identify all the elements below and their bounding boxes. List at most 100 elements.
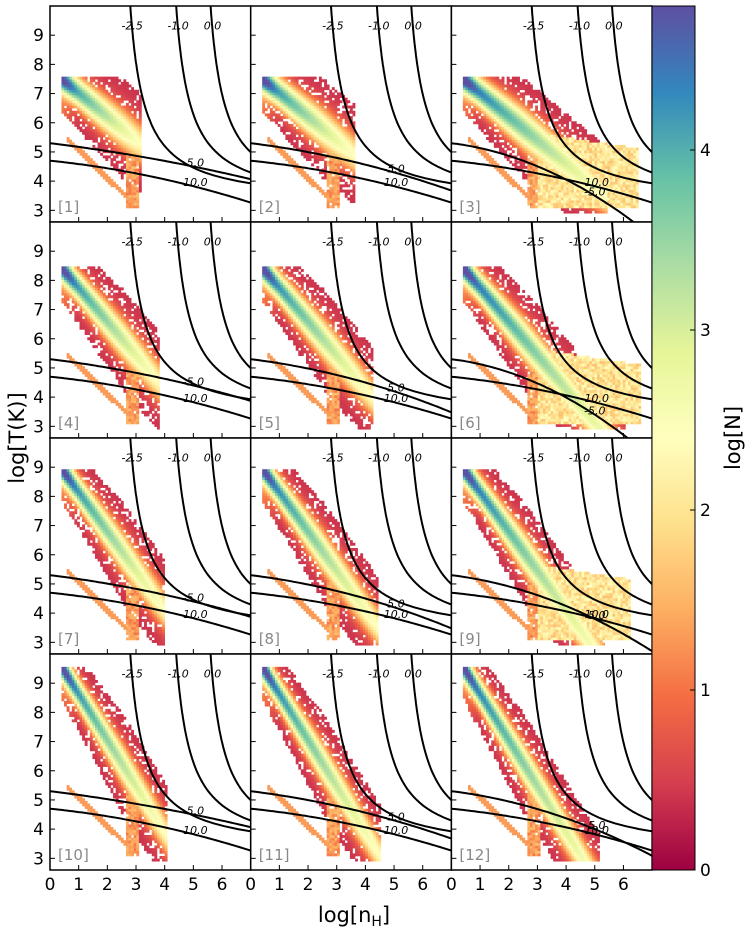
heatmap-cell [272, 79, 276, 83]
heatmap-cell [558, 152, 562, 156]
heatmap-cell [275, 102, 278, 106]
heatmap-cell [462, 87, 466, 91]
heatmap-cell [321, 102, 325, 106]
heatmap-cell [313, 181, 317, 185]
heatmap-cell [300, 100, 304, 104]
heatmap-cell [473, 100, 477, 104]
heatmap-cell [287, 158, 291, 162]
heatmap-cell [95, 81, 98, 85]
heatmap-cell [331, 179, 335, 183]
heatmap-cell [524, 192, 528, 196]
heatmap-cell [604, 168, 608, 172]
heatmap-cell [125, 110, 129, 114]
heatmap-cell [578, 194, 582, 198]
heatmap-cell [95, 321, 98, 325]
heatmap-cell [478, 110, 482, 114]
heatmap-cell [347, 155, 351, 159]
heatmap-cell [602, 158, 606, 162]
heatmap-cell [517, 102, 520, 106]
heatmap-cell [545, 160, 549, 164]
heatmap-cell [591, 150, 595, 154]
heatmap-cell [550, 134, 554, 138]
heatmap-cell [496, 142, 500, 146]
heatmap-cell [506, 87, 510, 91]
heatmap-cell [468, 89, 471, 93]
heatmap-cell [548, 165, 551, 169]
heatmap-cell [136, 150, 140, 154]
heatmap-cell [522, 116, 526, 119]
heatmap-cell [607, 192, 611, 196]
heatmap-cell [558, 126, 562, 130]
heatmap-cell [555, 192, 559, 196]
heatmap-cell [311, 142, 315, 146]
heatmap-cell [308, 144, 312, 148]
heatmap-cell [535, 142, 539, 146]
heatmap-cell [113, 332, 116, 335]
heatmap-cell [110, 313, 114, 317]
heatmap-cell [535, 152, 539, 156]
heatmap-cell [110, 81, 114, 85]
heatmap-cell [527, 186, 531, 190]
heatmap-cell [558, 113, 562, 117]
heatmap-cell [306, 129, 309, 133]
heatmap-cell [306, 139, 309, 143]
heatmap-cell [76, 268, 80, 272]
heatmap-cell [352, 147, 356, 151]
heatmap-cell [331, 202, 335, 206]
heatmap-cell [548, 179, 551, 183]
heatmap-cell [136, 308, 140, 312]
heatmap-cell [486, 131, 489, 135]
heatmap-cell [107, 300, 111, 304]
heatmap-cell [84, 97, 88, 101]
heatmap-cell [120, 339, 124, 343]
heatmap-cell [540, 152, 544, 156]
heatmap-cell [496, 163, 500, 167]
heatmap-cell [622, 179, 626, 183]
heatmap-cell [290, 81, 294, 85]
heatmap-cell [326, 200, 330, 204]
heatmap-cell [563, 171, 567, 175]
heatmap-cell [66, 139, 70, 143]
heatmap-cell [287, 105, 291, 109]
heatmap-cell [633, 181, 637, 185]
heatmap-cell [295, 137, 299, 140]
heatmap-cell [102, 308, 106, 312]
heatmap-cell [113, 324, 116, 328]
heatmap-cell [581, 176, 585, 180]
heatmap-cell [527, 89, 531, 93]
heatmap-cell [615, 181, 618, 185]
heatmap-cell [535, 129, 539, 133]
heatmap-cell [107, 123, 111, 127]
heatmap-cell [560, 165, 564, 169]
heatmap-cell [545, 165, 549, 169]
heatmap-cell [313, 108, 317, 112]
heatmap-cell [69, 108, 73, 112]
heatmap-cell [527, 202, 531, 206]
heatmap-cell [496, 97, 500, 101]
heatmap-cell [352, 189, 356, 193]
heatmap-cell [107, 121, 111, 125]
heatmap-cell [107, 308, 111, 312]
heatmap-cell [514, 144, 518, 148]
heatmap-cell [560, 123, 564, 127]
heatmap-cell [128, 160, 132, 164]
heatmap-cell [115, 100, 119, 104]
heatmap-cell [97, 100, 101, 104]
heatmap-cell [113, 368, 116, 372]
heatmap-cell [308, 105, 312, 109]
heatmap-cell [329, 165, 333, 169]
heatmap-cell [344, 165, 348, 169]
heatmap-cell [105, 179, 109, 183]
heatmap-cell [110, 108, 114, 112]
heatmap-cell [82, 287, 85, 291]
contour-line [530, 6, 653, 185]
heatmap-cell [131, 147, 135, 151]
heatmap-cell [480, 108, 484, 112]
heatmap-cell [128, 345, 132, 349]
heatmap-cell [337, 95, 340, 98]
heatmap-cell [105, 79, 109, 83]
heatmap-cell [617, 200, 621, 204]
heatmap-cell [79, 121, 83, 125]
heatmap-cell [295, 118, 299, 122]
heatmap-cell [66, 108, 70, 112]
